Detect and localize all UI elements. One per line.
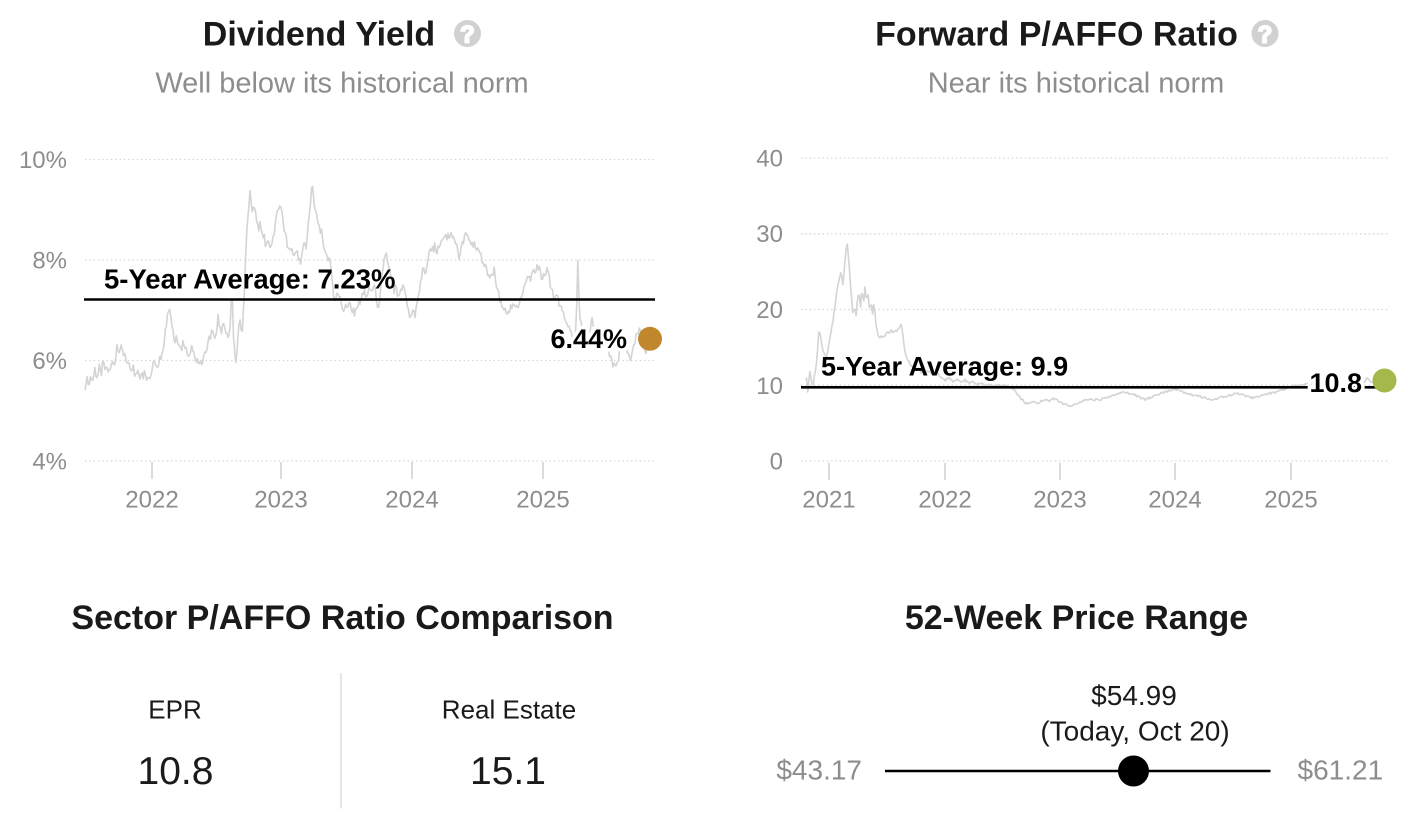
svg-text:Dividend Yield: Dividend Yield <box>203 16 435 54</box>
svg-text:4%: 4% <box>32 449 67 476</box>
svg-text:$43.17: $43.17 <box>776 755 862 786</box>
svg-text:2023: 2023 <box>1033 487 1086 514</box>
svg-text:$54.99: $54.99 <box>1091 680 1177 711</box>
svg-text:2025: 2025 <box>1264 487 1317 514</box>
svg-text:40: 40 <box>756 146 783 173</box>
svg-text:2025: 2025 <box>516 487 569 514</box>
svg-text:2024: 2024 <box>1148 487 1201 514</box>
svg-text:2024: 2024 <box>385 487 438 514</box>
svg-text:Well below its historical norm: Well below its historical norm <box>155 68 528 100</box>
svg-text:10.8: 10.8 <box>1309 368 1362 398</box>
svg-text:EPR: EPR <box>148 695 201 725</box>
svg-text:6.44%: 6.44% <box>550 324 627 354</box>
svg-text:Forward P/AFFO Ratio: Forward P/AFFO Ratio <box>875 16 1238 54</box>
svg-text:10%: 10% <box>19 147 67 174</box>
svg-text:2022: 2022 <box>918 487 971 514</box>
svg-text:6%: 6% <box>32 348 67 375</box>
svg-text:0: 0 <box>770 449 783 476</box>
svg-text:2023: 2023 <box>254 487 307 514</box>
svg-text:52-Week Price Range: 52-Week Price Range <box>905 599 1248 637</box>
svg-text:30: 30 <box>756 221 783 248</box>
svg-text:?: ? <box>1258 22 1273 49</box>
svg-text:5-Year Average: 9.9: 5-Year Average: 9.9 <box>821 352 1068 382</box>
svg-text:10: 10 <box>756 373 783 400</box>
svg-text:2022: 2022 <box>125 487 178 514</box>
svg-text:15.1: 15.1 <box>470 750 546 793</box>
svg-text:10.8: 10.8 <box>138 750 214 793</box>
svg-text:Sector P/AFFO Ratio Comparison: Sector P/AFFO Ratio Comparison <box>71 599 613 637</box>
svg-text:2021: 2021 <box>802 487 855 514</box>
svg-text:$61.21: $61.21 <box>1298 755 1384 786</box>
svg-text:Real Estate: Real Estate <box>442 695 576 725</box>
svg-text:Near its historical norm: Near its historical norm <box>928 68 1225 100</box>
svg-text:8%: 8% <box>32 248 67 275</box>
svg-text:?: ? <box>460 22 475 49</box>
svg-text:(Today, Oct 20): (Today, Oct 20) <box>1040 716 1229 747</box>
svg-text:20: 20 <box>756 297 783 324</box>
svg-text:5-Year Average: 7.23%: 5-Year Average: 7.23% <box>104 264 395 295</box>
